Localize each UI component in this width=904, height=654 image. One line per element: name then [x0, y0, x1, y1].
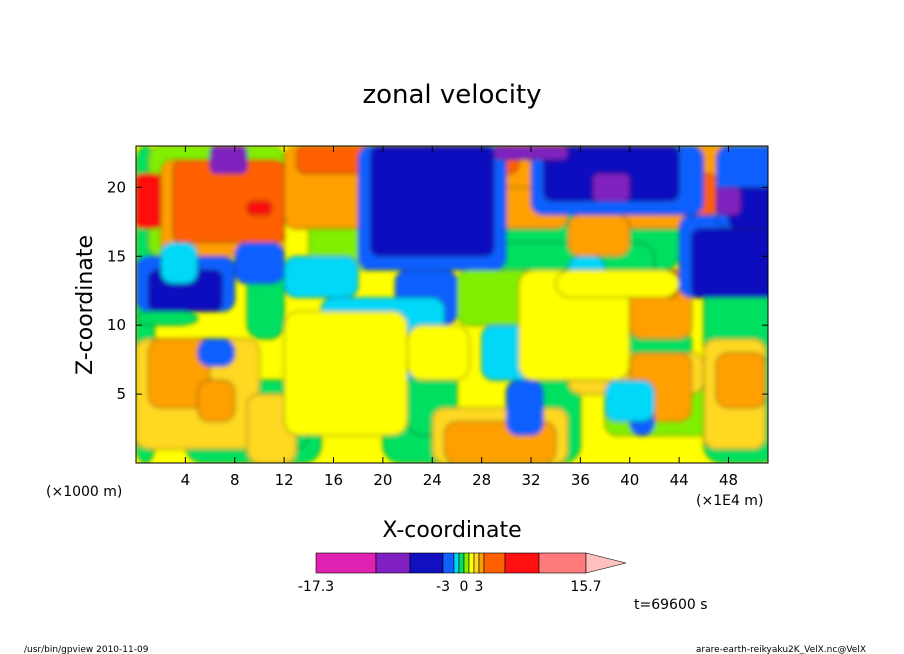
x-axis: 4 8 12 16 20 24 28 32 36 40 44 48 — [181, 146, 738, 489]
contour-region — [197, 379, 236, 423]
contour-region — [715, 352, 766, 409]
footer-left: /usr/bin/gpview 2010-11-09 — [24, 645, 149, 654]
contour-region — [493, 146, 569, 161]
plot-frame — [135, 145, 769, 464]
contour-region — [592, 173, 631, 202]
y-axis-label: Z-coordinate — [73, 235, 98, 375]
x-tick-label: 20 — [373, 471, 392, 489]
colorbar-segment — [473, 552, 480, 574]
x-unit-label: (×1E4 m) — [696, 493, 763, 509]
contour-region — [283, 255, 359, 299]
contour-region — [136, 173, 162, 230]
x-axis-label: X-coordinate — [382, 518, 521, 543]
contour-region — [234, 242, 285, 285]
colorbar-segment — [375, 552, 411, 574]
colorbar-labels: -17.3 -3 0 3 15.7 — [298, 579, 602, 595]
colorbar-segment — [442, 552, 455, 574]
contour-region — [136, 310, 199, 326]
contour-region — [246, 200, 273, 216]
x-tick-label: 40 — [620, 471, 639, 489]
colorbar-segment — [453, 552, 460, 574]
colorbar-tick-label: -3 — [436, 579, 450, 595]
contour-region — [604, 379, 655, 423]
colorbar-segment — [458, 552, 465, 574]
colorbar-tick-label: 0 — [460, 579, 469, 595]
contour-region — [283, 310, 408, 436]
y-tick-label: 10 — [107, 316, 126, 334]
x-tick-label: 48 — [719, 471, 738, 489]
x-tick-label: 32 — [521, 471, 540, 489]
footer-right: arare-earth-reikyaku2K_VelX.nc@VelX — [696, 645, 866, 654]
heatmap-field — [136, 146, 768, 463]
x-tick-label: 28 — [472, 471, 491, 489]
colorbar — [315, 552, 627, 574]
y-tick-label: 5 — [116, 385, 126, 403]
contour-region — [715, 186, 742, 216]
y-tick-label: 20 — [107, 178, 126, 196]
colorbar-extension-arrow — [585, 552, 627, 574]
contour-region — [567, 214, 631, 257]
colorbar-segment — [538, 552, 587, 574]
time-label: t=69600 s — [634, 597, 708, 613]
x-tick-label: 8 — [230, 471, 240, 489]
x-tick-label: 44 — [670, 471, 689, 489]
contour-region — [209, 146, 248, 174]
y-axis: 5 10 15 20 — [107, 178, 768, 403]
colorbar-tick-label: 3 — [475, 579, 484, 595]
contour-region — [197, 338, 236, 367]
colorbar-segment — [478, 552, 485, 574]
contour-region — [160, 242, 199, 285]
colorbar-segment — [504, 552, 540, 574]
contour-region — [505, 379, 544, 436]
colorbar-segment — [468, 552, 475, 574]
contour-region — [691, 228, 768, 299]
y-tick-label: 15 — [107, 247, 126, 265]
colorbar-segment — [409, 552, 444, 574]
colorbar-tick-label: 15.7 — [570, 579, 601, 595]
colorbar-segment — [483, 552, 506, 574]
chart-title: zonal velocity — [362, 80, 541, 110]
heatmap-plot — [136, 146, 768, 463]
contour-region — [147, 338, 211, 409]
x-tick-label: 16 — [324, 471, 343, 489]
colorbar-segment — [315, 552, 377, 574]
colorbar-segment — [463, 552, 470, 574]
x-tick-label: 12 — [275, 471, 294, 489]
contour-region — [370, 146, 495, 257]
x-tick-label: 36 — [571, 471, 590, 489]
y-unit-label: (×1000 m) — [46, 484, 122, 500]
contour-region — [407, 324, 470, 381]
x-tick-label: 24 — [423, 471, 442, 489]
contour-region — [555, 269, 680, 299]
x-tick-label: 4 — [181, 471, 191, 489]
colorbar-tick-label: -17.3 — [298, 579, 334, 595]
